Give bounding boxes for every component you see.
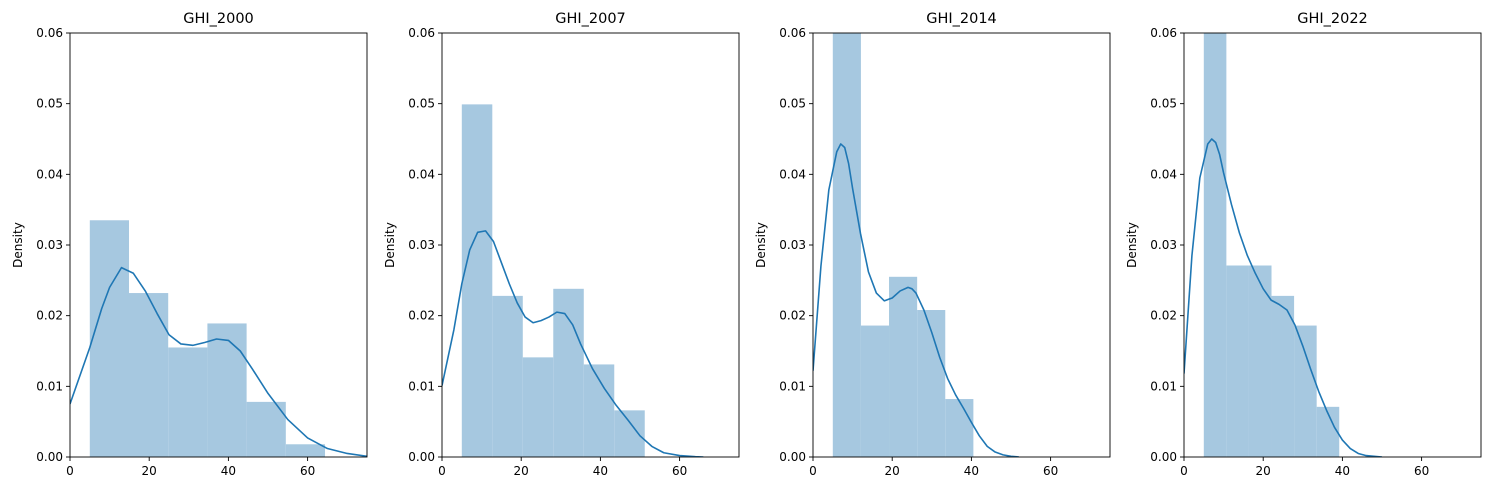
kde-line <box>442 230 704 457</box>
y-tick-label: 0.05 <box>36 97 63 111</box>
y-tick-label: 0.02 <box>1150 309 1177 323</box>
chart-panel: 0.00 0.01 0.02 0.03 0.04 0.05 0.06 0 20 40 60 GHI_2… <box>383 11 740 478</box>
y-tick-label: 0.02 <box>408 309 435 323</box>
histogram-bar <box>285 444 326 457</box>
chart-panel: 0.00 0.01 0.02 0.03 0.04 0.05 0.06 0 20 40 60 GHI_2… <box>1125 11 1482 478</box>
x-tick-label: 40 <box>1335 464 1350 478</box>
histogram-bar <box>129 293 169 457</box>
histogram-bar <box>832 33 861 457</box>
y-axis-label: Density <box>11 222 25 268</box>
chart-title: GHI_2007 <box>555 11 626 27</box>
y-tick-label: 0.01 <box>779 379 806 393</box>
histogram-bar <box>461 104 493 457</box>
plot-area <box>1184 33 1383 457</box>
histogram-bar <box>492 295 523 457</box>
chart-title: GHI_2014 <box>926 11 997 27</box>
y-tick-label: 0.03 <box>36 238 63 252</box>
x-tick-label: 40 <box>593 464 608 478</box>
chart-title: GHI_2000 <box>183 11 254 27</box>
histogram-bar <box>246 401 286 457</box>
histogram-bar <box>1316 406 1340 457</box>
histogram-bar <box>1248 265 1272 457</box>
histogram-bar <box>860 325 890 457</box>
histogram-bar <box>917 310 946 457</box>
y-tick-label: 0.00 <box>36 450 63 464</box>
histogram-bar <box>945 399 974 457</box>
x-tick-label: 0 <box>1180 464 1188 478</box>
plot-area <box>442 104 704 457</box>
y-tick-label: 0.06 <box>408 26 435 40</box>
x-tick-label: 0 <box>809 464 817 478</box>
x-tick-label: 60 <box>672 464 687 478</box>
x-tick-label: 20 <box>1256 464 1271 478</box>
y-axis-label: Density <box>383 222 397 268</box>
kde-line <box>813 143 1019 457</box>
x-tick-label: 20 <box>885 464 900 478</box>
y-tick-label: 0.02 <box>36 309 63 323</box>
plot-area <box>70 220 367 457</box>
y-tick-label: 0.05 <box>408 97 435 111</box>
x-tick-label: 60 <box>1043 464 1058 478</box>
y-tick-label: 0.00 <box>1150 450 1177 464</box>
chart-panel: 0.00 0.01 0.02 0.03 0.04 0.05 0.06 0 20 40 60 GHI_2… <box>11 11 368 478</box>
x-tick-label: 20 <box>514 464 529 478</box>
y-tick-label: 0.06 <box>1150 26 1177 40</box>
y-tick-label: 0.00 <box>408 450 435 464</box>
histogram-bar <box>614 410 645 457</box>
histogram-bar <box>168 347 208 457</box>
y-tick-label: 0.06 <box>779 26 806 40</box>
y-tick-label: 0.01 <box>1150 379 1177 393</box>
y-tick-label: 0.04 <box>36 167 63 181</box>
y-tick-label: 0.04 <box>779 167 806 181</box>
y-tick-label: 0.03 <box>1150 238 1177 252</box>
y-tick-label: 0.03 <box>779 238 806 252</box>
x-tick-label: 40 <box>964 464 979 478</box>
histogram-bar <box>1294 325 1317 457</box>
x-tick-label: 0 <box>438 464 446 478</box>
histogram-bar <box>889 276 918 457</box>
histogram-bar <box>1226 265 1249 457</box>
histogram-bar <box>553 288 584 457</box>
chart-panel: 0.00 0.01 0.02 0.03 0.04 0.05 0.06 0 20 40 60 GHI_2… <box>754 11 1111 478</box>
x-tick-label: 40 <box>221 464 236 478</box>
x-tick-label: 20 <box>142 464 157 478</box>
histogram-bar <box>207 323 247 457</box>
histogram-bar <box>1271 295 1295 457</box>
kde-line <box>1184 138 1383 457</box>
y-tick-label: 0.05 <box>1150 97 1177 111</box>
y-tick-label: 0.02 <box>779 309 806 323</box>
y-tick-label: 0.04 <box>408 167 435 181</box>
histogram-bar <box>522 357 554 457</box>
y-tick-label: 0.04 <box>1150 167 1177 181</box>
y-axis-label: Density <box>1125 222 1139 268</box>
histogram-bar <box>89 220 130 457</box>
x-tick-label: 60 <box>1414 464 1429 478</box>
y-tick-label: 0.00 <box>779 450 806 464</box>
x-tick-label: 60 <box>300 464 315 478</box>
plot-area <box>813 33 1019 457</box>
y-tick-label: 0.01 <box>408 379 435 393</box>
kde-line <box>70 266 367 457</box>
y-tick-label: 0.01 <box>36 379 63 393</box>
y-axis-label: Density <box>754 222 768 268</box>
y-tick-label: 0.06 <box>36 26 63 40</box>
y-tick-label: 0.03 <box>408 238 435 252</box>
histogram-bar <box>1203 33 1227 457</box>
chart-title: GHI_2022 <box>1297 11 1368 27</box>
x-tick-label: 0 <box>66 464 74 478</box>
y-tick-label: 0.05 <box>779 97 806 111</box>
